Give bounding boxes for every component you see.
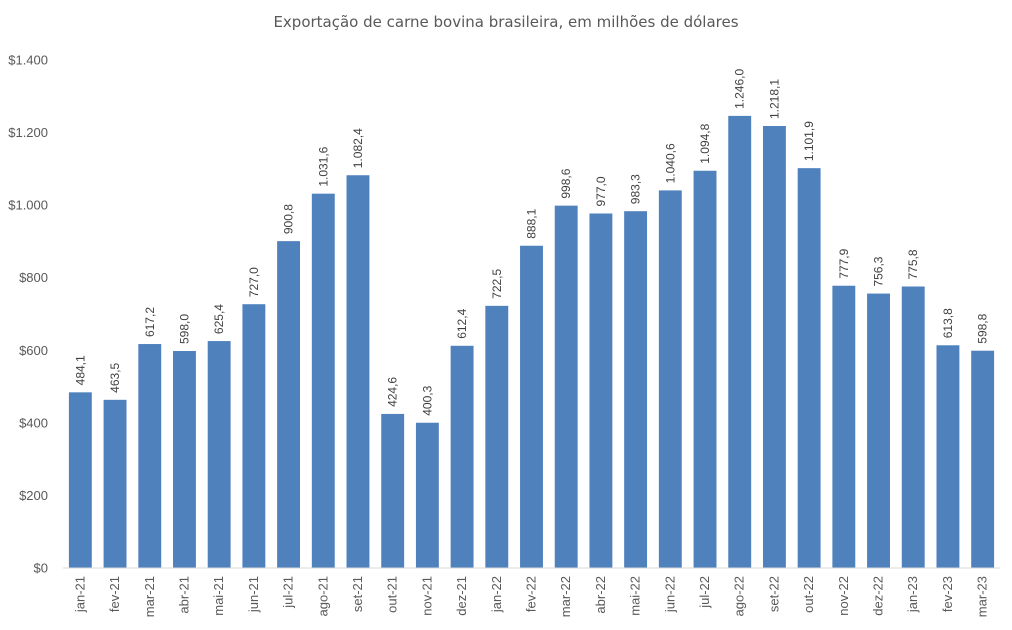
x-tick-label: ago-22 [732,576,747,616]
x-tick-label: mar-21 [142,576,157,617]
data-label: 983,3 [629,174,643,204]
y-tick-label: $800 [19,270,48,285]
x-tick-label: mai-22 [628,576,643,616]
x-tick-label: jul-22 [697,576,712,609]
data-label: 775,8 [906,249,920,279]
bar [103,399,127,568]
bar [797,168,821,569]
data-label: 612,4 [455,308,469,338]
bar [867,293,890,568]
bar [832,285,856,568]
x-tick-label: jun-22 [662,576,677,613]
y-tick-label: $0 [34,561,48,576]
data-label: 998,6 [559,168,573,198]
y-tick-label: $1.200 [8,125,48,140]
x-tick-label: fev-23 [940,576,955,612]
y-tick-label: $600 [19,343,48,358]
x-tick-label: fev-21 [107,576,122,612]
x-tick-label: mar-22 [558,576,573,617]
bar [277,241,301,568]
data-label: 1.040,6 [663,143,677,183]
data-label: 613,8 [941,308,955,338]
x-tick-label: dez-22 [871,576,886,616]
x-tick-label: set-21 [350,576,365,612]
data-label: 617,2 [143,307,157,337]
data-label: 1.246,0 [733,69,747,109]
x-tick-label: jul-21 [281,576,296,609]
bar [381,413,405,568]
y-tick-label: $1.000 [8,198,48,213]
bar [936,345,960,568]
data-label: 598,8 [976,313,990,343]
bar [554,205,578,568]
bar [485,305,509,568]
x-axis: jan-21 fev-21 mar-21 abr-21 mai-21 jun-21 jul-… [72,576,989,617]
y-tick-label: $400 [19,415,48,430]
data-label: 463,5 [108,362,122,392]
x-tick-label: ago-21 [315,576,330,616]
x-tick-label: mar-23 [975,576,990,617]
data-label: 1.082,4 [351,128,365,168]
data-label: 484,1 [73,355,87,385]
y-axis: $0 $200 $400 $600 $800 $1.000 $1.200 $1.400 [8,53,48,576]
bar [658,190,682,568]
x-tick-label: jan-22 [489,576,504,613]
data-label: 424,6 [386,377,400,407]
y-tick-label: $1.400 [8,53,48,68]
x-tick-label: jan-21 [72,576,87,613]
x-tick-label: out-21 [385,576,400,613]
bar [901,286,925,568]
data-label: 598,0 [177,314,191,344]
data-label: 777,9 [837,248,851,278]
y-tick-label: $200 [19,488,48,503]
x-tick-label: fev-22 [524,576,539,612]
data-label: 1.101,9 [802,121,816,161]
bar [762,126,786,568]
x-tick-label: abr-21 [176,576,191,614]
x-tick-label: nov-22 [836,576,851,616]
x-tick-label: dez-21 [454,576,469,616]
bar [68,392,92,568]
bar [138,344,162,568]
bar [173,351,196,568]
bar [728,115,752,568]
bar [242,304,266,568]
data-label: 727,0 [247,267,261,297]
x-tick-label: abr-22 [593,576,608,614]
data-label: 900,8 [282,204,296,234]
x-tick-label: set-22 [766,576,781,612]
data-label: 1.218,1 [767,79,781,119]
chart-title: Exportação de carne bovina brasileira, e… [273,13,738,31]
data-label: 888,1 [525,208,539,238]
bar [450,345,474,568]
bar [311,193,335,568]
bar [415,422,439,568]
bar [520,245,543,568]
bar [207,341,231,568]
data-label: 756,3 [872,256,886,286]
bar [693,170,717,569]
data-label: 977,0 [594,176,608,206]
bar [589,213,613,569]
x-tick-label: mai-21 [211,576,226,616]
data-label: 1.031,6 [316,146,330,186]
x-tick-label: jun-21 [246,576,261,613]
data-labels: 484,1 463,5 617,2 598,0 625,4 727,0 900,8 1.031… [73,69,989,416]
x-tick-label: jan-23 [905,576,920,613]
x-tick-label: nov-21 [419,576,434,616]
data-label: 625,4 [212,304,226,334]
bar [624,211,648,568]
bar [346,175,370,569]
data-label: 400,3 [420,385,434,415]
x-tick-label: out-22 [801,576,816,613]
bars [68,115,995,569]
bar [971,350,995,568]
data-label: 1.094,8 [698,123,712,163]
data-label: 722,5 [490,268,504,298]
